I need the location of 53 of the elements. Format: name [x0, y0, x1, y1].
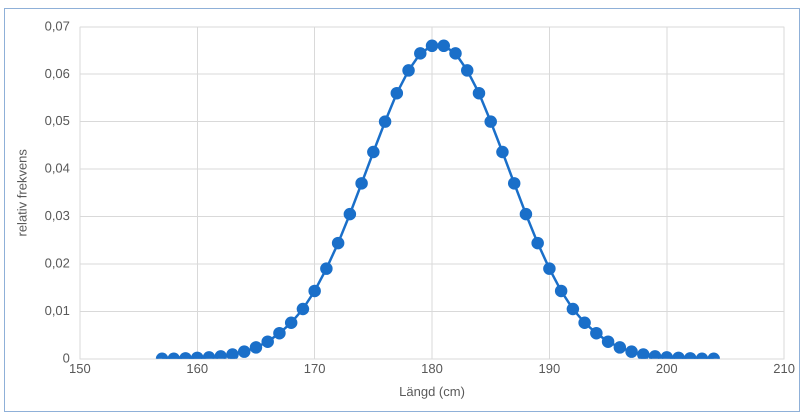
- y-tick-label: 0: [62, 350, 70, 366]
- point: [390, 86, 404, 100]
- y-tick-label: 0,04: [44, 160, 70, 176]
- x-axis-title: Längd (cm): [399, 384, 465, 399]
- point: [367, 146, 380, 158]
- point: [472, 86, 486, 100]
- y-tick-label: 0,03: [44, 208, 70, 224]
- x-tick-label: 170: [304, 361, 326, 376]
- point: [320, 262, 333, 275]
- x-tick-label: 160: [186, 361, 208, 376]
- point: [238, 345, 250, 358]
- y-tick-label: 0,01: [44, 302, 70, 318]
- x-tick-label: 150: [69, 361, 91, 376]
- point: [531, 236, 544, 250]
- point: [378, 115, 392, 128]
- point: [614, 341, 626, 354]
- point: [332, 236, 344, 250]
- point: [250, 341, 262, 354]
- point: [226, 348, 239, 359]
- point: [625, 345, 638, 358]
- point: [426, 40, 438, 52]
- point: [414, 47, 427, 60]
- x-tick-label: 210: [773, 361, 796, 376]
- point: [554, 284, 568, 298]
- point: [460, 64, 474, 77]
- point: [566, 302, 580, 316]
- point: [496, 146, 509, 158]
- point: [449, 47, 462, 60]
- point: [637, 348, 650, 359]
- x-tick-label: 190: [538, 361, 560, 376]
- point: [484, 115, 497, 128]
- point: [355, 177, 368, 190]
- x-tick-label: 200: [656, 361, 678, 376]
- y-tick-label: 0,06: [44, 66, 70, 81]
- point: [602, 335, 614, 348]
- point: [344, 208, 356, 220]
- point: [308, 284, 321, 298]
- x-tick-label: 180: [421, 361, 443, 376]
- y-tick-label: 0,05: [44, 113, 70, 128]
- point: [508, 177, 520, 190]
- y-tick-label: 0,02: [44, 256, 70, 271]
- point: [590, 326, 603, 340]
- y-axis-title: relativ frekvens: [14, 148, 30, 237]
- point: [296, 302, 310, 316]
- point: [520, 208, 532, 220]
- point: [284, 316, 298, 330]
- point: [438, 40, 450, 52]
- y-tick-label: 0,07: [44, 18, 70, 34]
- point: [261, 335, 274, 348]
- point: [402, 64, 415, 77]
- point: [273, 326, 286, 340]
- point: [543, 262, 556, 275]
- point: [578, 316, 591, 330]
